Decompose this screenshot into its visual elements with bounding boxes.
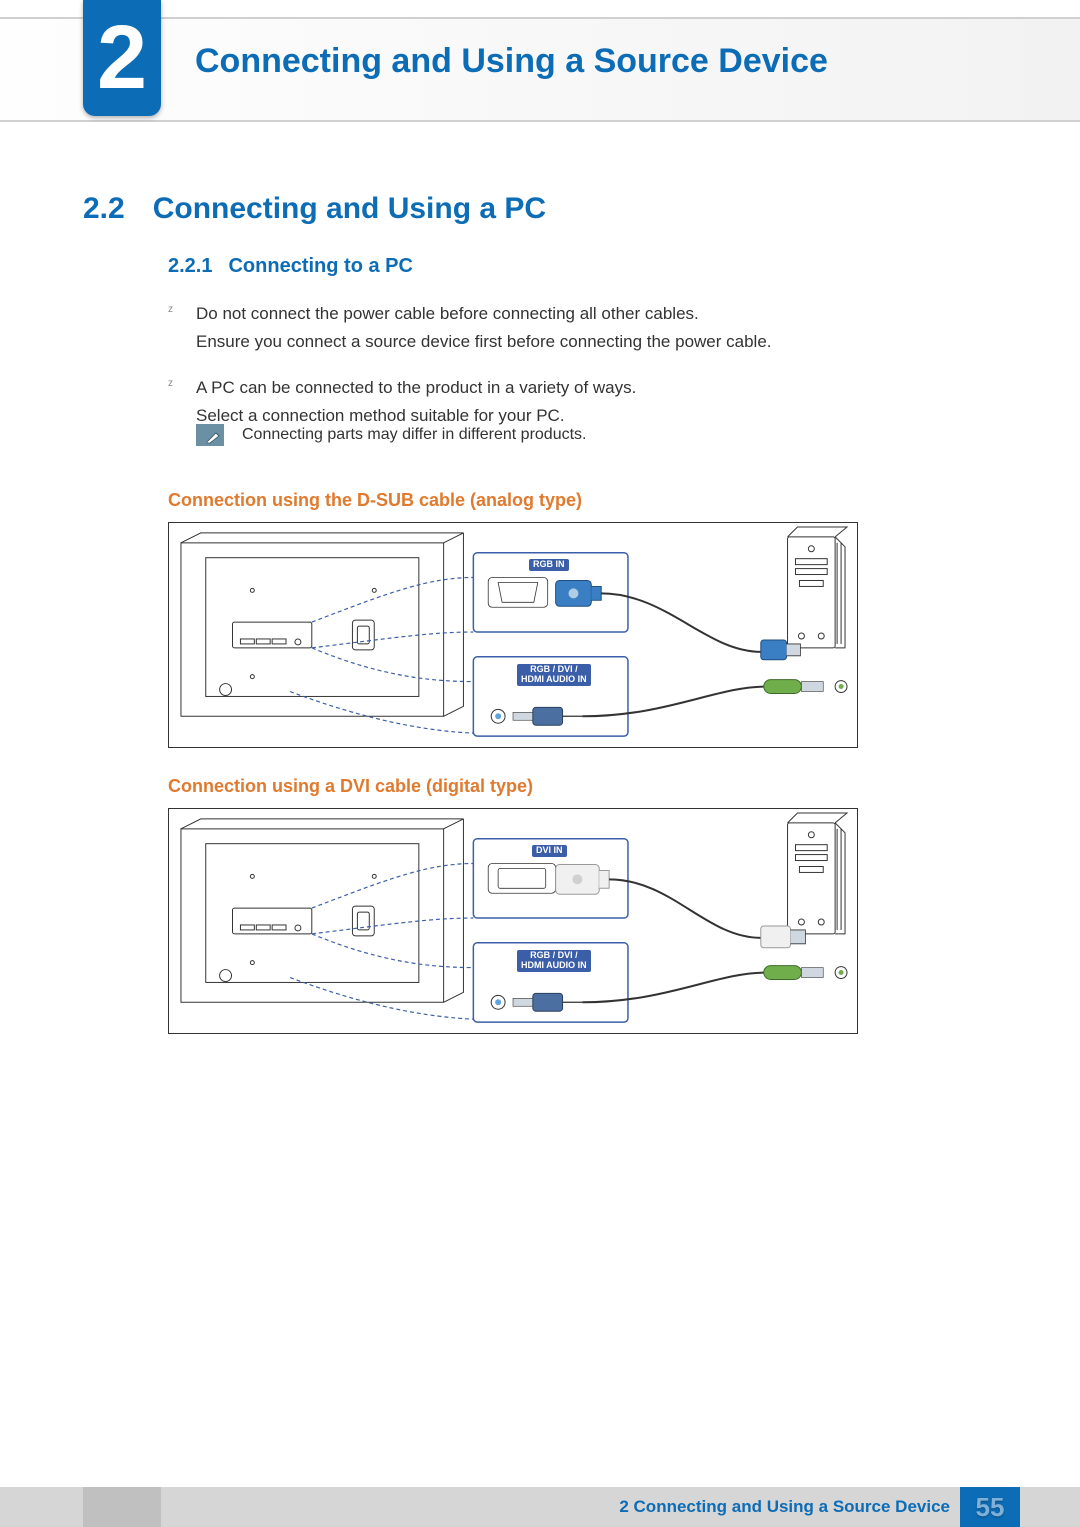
- footer-chapter-num: 2: [619, 1497, 628, 1516]
- subsection-title: Connecting to a PC: [228, 255, 412, 278]
- bullet-line: Do not connect the power cable before co…: [196, 300, 772, 328]
- section-number: 2.2: [83, 192, 125, 226]
- footer-chapter-title: Connecting and Using a Source Device: [634, 1497, 950, 1516]
- chapter-title: Connecting and Using a Source Device: [195, 42, 828, 81]
- audio-in-label: RGB / DVI / HDMI AUDIO IN: [517, 664, 591, 686]
- bullet-text: Do not connect the power cable before co…: [196, 300, 772, 356]
- bullet-line: A PC can be connected to the product in …: [196, 374, 636, 402]
- dvi-in-label: DVI IN: [532, 845, 567, 857]
- footer: 2 Connecting and Using a Source Device 5…: [0, 1487, 1080, 1527]
- bullet-line: Ensure you connect a source device first…: [196, 328, 772, 356]
- audio-in-label: RGB / DVI / HDMI AUDIO IN: [517, 950, 591, 972]
- footer-chapter: 2 Connecting and Using a Source Device: [619, 1497, 950, 1517]
- rgb-in-label: RGB IN: [529, 559, 569, 571]
- bullet-marker: z: [168, 300, 176, 356]
- page-number: 55: [960, 1487, 1020, 1527]
- chapter-number-badge: 2: [83, 0, 161, 116]
- note-text: Connecting parts may differ in different…: [242, 426, 586, 444]
- dsub-subheading: Connection using the D-SUB cable (analog…: [168, 490, 582, 511]
- section-title: Connecting and Using a PC: [153, 192, 546, 226]
- dsub-diagram: RGB IN RGB / DVI / HDMI AUDIO IN: [168, 522, 858, 748]
- footer-accent: [83, 1487, 161, 1527]
- subsection-heading: 2.2.1 Connecting to a PC: [168, 255, 413, 278]
- note-icon: [196, 424, 224, 446]
- section-heading: 2.2 Connecting and Using a PC: [83, 192, 546, 226]
- subsection-number: 2.2.1: [168, 255, 212, 278]
- dvi-subheading: Connection using a DVI cable (digital ty…: [168, 776, 533, 797]
- list-item: z A PC can be connected to the product i…: [168, 374, 960, 430]
- bullet-text: A PC can be connected to the product in …: [196, 374, 636, 430]
- bullet-marker: z: [168, 374, 176, 430]
- note: Connecting parts may differ in different…: [196, 424, 586, 446]
- chapter-number: 2: [97, 13, 147, 103]
- list-item: z Do not connect the power cable before …: [168, 300, 960, 356]
- dvi-diagram: DVI IN RGB / DVI / HDMI AUDIO IN: [168, 808, 858, 1034]
